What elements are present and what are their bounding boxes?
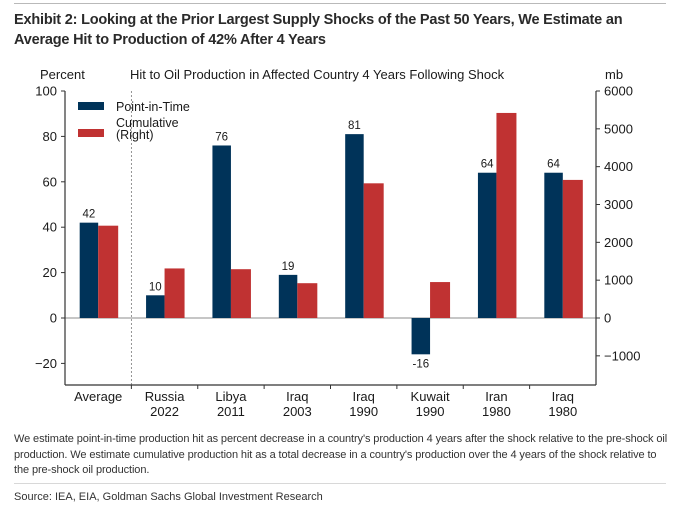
right-tick-label: −1000	[604, 348, 641, 363]
right-tick-label: 1000	[604, 273, 633, 288]
source-line: Source: IEA, EIA, Goldman Sachs Global I…	[14, 491, 323, 503]
bar-cumulative	[297, 283, 318, 318]
bar-point-in-time	[544, 172, 563, 318]
x-tick-label: Russia	[145, 389, 186, 404]
x-tick-label: Iraq	[352, 389, 374, 404]
left-tick-label: 80	[43, 129, 57, 144]
bar-cumulative	[230, 269, 251, 318]
left-axis-title: Percent	[40, 67, 85, 82]
data-label: 64	[547, 159, 560, 171]
bar-point-in-time	[212, 145, 231, 318]
bottom-divider	[14, 483, 666, 484]
bar-point-in-time	[79, 222, 99, 318]
bar-point-in-time	[411, 318, 431, 355]
data-label: -16	[413, 358, 430, 370]
x-tick-label: 1980	[548, 404, 577, 419]
legend-label-point-in-time: Point-in-Time	[116, 100, 190, 114]
bar-cumulative	[363, 183, 384, 318]
left-tick-label: 60	[43, 174, 57, 189]
x-tick-label: Iran	[485, 389, 507, 404]
top-divider	[14, 3, 666, 4]
data-label: 19	[282, 261, 295, 273]
data-label: 10	[149, 281, 162, 293]
x-tick-label: 2011	[217, 404, 245, 419]
exhibit-title: Exhibit 2: Looking at the Prior Largest …	[14, 12, 623, 48]
left-tick-label: 20	[43, 265, 57, 280]
bar-cumulative	[496, 112, 517, 319]
x-tick-label: Average	[74, 389, 122, 404]
chart-title: Hit to Oil Production in Affected Countr…	[130, 67, 505, 82]
data-label: 76	[215, 131, 228, 143]
data-label: 64	[481, 159, 494, 171]
x-tick-label: Iraq	[286, 389, 308, 404]
bar-chart: Percent Hit to Oil Production in Affected…	[35, 67, 641, 419]
right-tick-label: 6000	[604, 84, 633, 99]
bar-cumulative	[164, 268, 185, 318]
legend-swatch-point-in-time	[78, 102, 104, 110]
bar-point-in-time	[345, 134, 364, 318]
x-tick-label: 2003	[283, 404, 312, 419]
right-tick-label: 5000	[604, 121, 633, 136]
legend-label-cumulative: (Right)	[116, 128, 154, 142]
x-tick-label: 2022	[150, 404, 179, 419]
bar-point-in-time	[278, 274, 298, 318]
x-tick-label: 1980	[482, 404, 511, 419]
bar-cumulative	[98, 225, 119, 318]
right-tick-label: 2000	[604, 235, 633, 250]
bar-cumulative	[562, 179, 583, 318]
data-label: 81	[348, 120, 361, 132]
legend-swatch-cumulative	[78, 129, 104, 137]
right-axis-title: mb	[605, 67, 623, 82]
left-tick-label: 100	[35, 84, 57, 99]
left-tick-label: 40	[43, 220, 57, 235]
right-tick-label: 3000	[604, 197, 633, 212]
x-tick-label: 1990	[416, 404, 445, 419]
x-tick-label: Libya	[215, 389, 247, 404]
x-tick-label: Iraq	[552, 389, 574, 404]
left-tick-label: 0	[50, 311, 57, 326]
right-tick-label: 4000	[604, 159, 633, 174]
bar-point-in-time	[477, 172, 497, 318]
methodology-note: We estimate point-in-time production hit…	[14, 433, 668, 476]
bar-cumulative	[430, 282, 451, 318]
left-tick-label: −20	[35, 356, 57, 371]
bar-point-in-time	[146, 295, 165, 318]
x-tick-label: 1990	[349, 404, 378, 419]
legend-label-cumulative: Cumulative	[116, 116, 179, 130]
x-tick-label: Kuwait	[411, 389, 450, 404]
data-label: 42	[83, 209, 96, 221]
right-tick-label: 0	[604, 311, 611, 326]
